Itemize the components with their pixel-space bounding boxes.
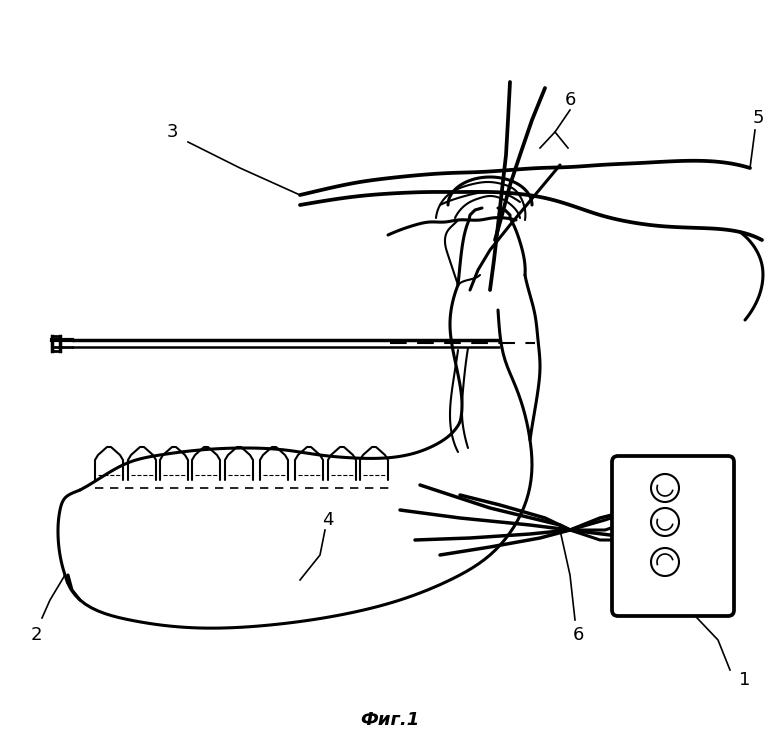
Text: Фиг.1: Фиг.1 bbox=[360, 711, 420, 729]
Circle shape bbox=[651, 548, 679, 576]
Text: 5: 5 bbox=[752, 109, 764, 127]
Circle shape bbox=[651, 474, 679, 502]
Text: 4: 4 bbox=[322, 511, 334, 529]
Text: 1: 1 bbox=[739, 671, 750, 689]
FancyBboxPatch shape bbox=[612, 456, 734, 616]
Text: 2: 2 bbox=[30, 626, 42, 644]
Text: 3: 3 bbox=[166, 123, 178, 141]
Text: 6: 6 bbox=[573, 626, 583, 644]
Circle shape bbox=[651, 508, 679, 536]
Text: 6: 6 bbox=[564, 91, 576, 109]
